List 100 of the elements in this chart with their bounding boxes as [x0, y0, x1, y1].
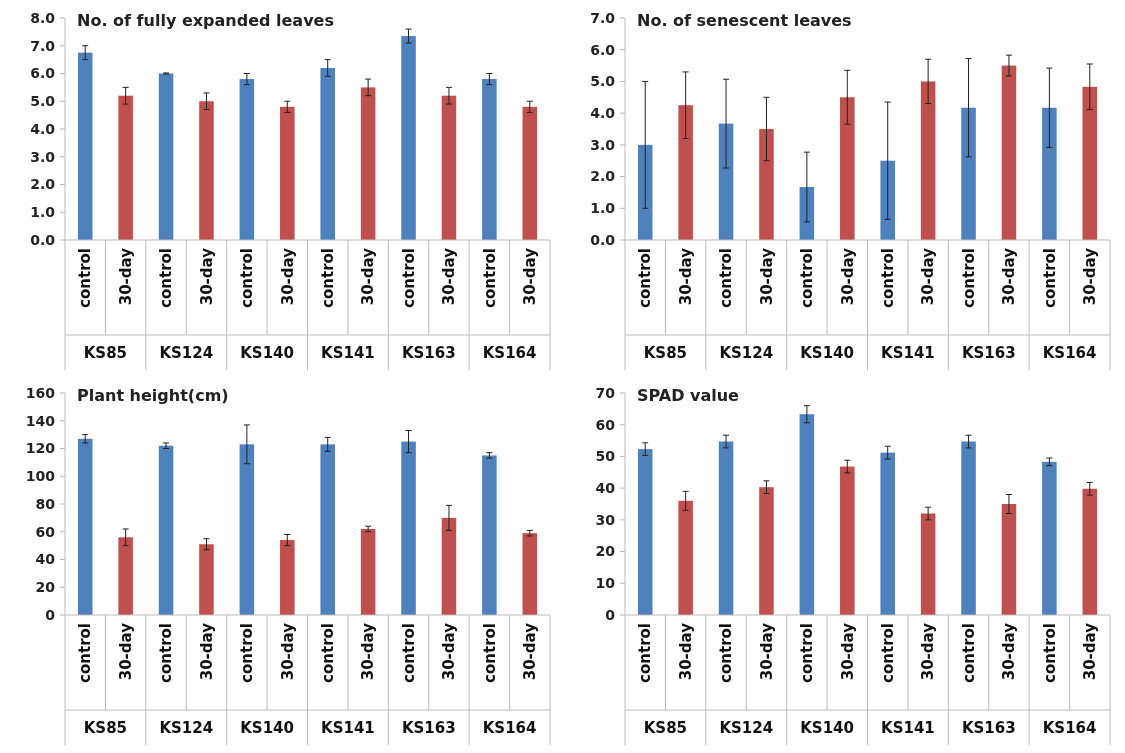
bar [441, 95, 457, 240]
text: KS124 [159, 719, 214, 737]
chart-title: Plant height(cm) [77, 386, 229, 405]
x-tick-label: 30-day [676, 247, 695, 306]
y-tick-label: 2.0 [590, 168, 616, 185]
bar [678, 500, 693, 615]
x-tick-label: 30-day [440, 622, 459, 681]
text: KS85 [643, 344, 688, 362]
text: KS141 [321, 344, 375, 362]
text: KS124 [159, 344, 214, 362]
y-tick-label: 1.0 [590, 200, 616, 217]
bar [360, 528, 376, 615]
y-tick-label: 80 [35, 495, 56, 512]
x-tick-label: control [399, 623, 418, 683]
bar [77, 52, 93, 240]
bar [799, 414, 815, 615]
y-tick-label: 4.0 [590, 105, 616, 122]
x-tick-label: control [878, 248, 897, 308]
bar [522, 106, 538, 240]
y-tick-label: 30 [595, 511, 616, 528]
text: KS163 [961, 719, 1016, 737]
text: KS164 [1042, 344, 1097, 362]
x-tick-label: control [76, 623, 95, 683]
x-tick-label: control [959, 623, 978, 683]
text: KS140 [800, 344, 854, 362]
x-tick-label: 30-day [278, 622, 297, 681]
bar [840, 97, 855, 240]
y-tick-label: 5.0 [590, 73, 616, 90]
chart-title: No. of fully expanded leaves [77, 11, 334, 30]
bar [199, 544, 214, 615]
x-tick-label: control [318, 248, 337, 308]
text: KS141 [881, 719, 935, 737]
text: KS124 [719, 344, 774, 362]
text: KS141 [881, 344, 935, 362]
bar [239, 79, 255, 240]
bar [1042, 107, 1057, 240]
y-tick-label: 1.0 [30, 204, 56, 221]
text: KS140 [240, 719, 294, 737]
bar [840, 466, 855, 615]
x-tick-label: 30-day [757, 622, 776, 681]
bar [678, 105, 693, 240]
bar [158, 73, 174, 240]
y-tick-label: 3.0 [30, 148, 56, 165]
bar [880, 160, 895, 240]
y-tick-label: 160 [25, 384, 56, 401]
x-tick-label: control [480, 623, 499, 683]
x-tick-label: control [238, 623, 257, 683]
bar [637, 144, 653, 240]
bar [118, 95, 133, 240]
bar [920, 513, 936, 615]
chart-title: No. of senescent leaves [637, 11, 852, 30]
y-tick-label: 6.0 [30, 65, 56, 82]
bar [280, 106, 295, 240]
bar [522, 533, 538, 615]
text: KS163 [401, 719, 456, 737]
y-tick-label: 0.0 [30, 231, 56, 248]
y-tick-label: 60 [595, 416, 616, 433]
y-tick-label: 120 [25, 440, 56, 457]
x-tick-label: 30-day [757, 247, 776, 306]
x-tick-label: control [878, 623, 897, 683]
y-tick-label: 70 [595, 384, 616, 401]
chart-title: SPAD value [637, 386, 740, 405]
text: KS141 [321, 719, 375, 737]
bar [1001, 504, 1017, 615]
x-tick-label: 30-day [676, 622, 695, 681]
x-tick-label: 30-day [838, 622, 857, 681]
x-tick-label: 30-day [116, 247, 135, 306]
bar [920, 81, 936, 240]
x-tick-label: 30-day [838, 247, 857, 306]
text: KS164 [482, 344, 537, 362]
x-tick-label: 30-day [1081, 622, 1100, 681]
x-tick-label: control [1040, 248, 1059, 308]
x-tick-label: control [636, 248, 655, 308]
bar [401, 441, 416, 615]
x-tick-label: 30-day [440, 247, 459, 306]
y-tick-label: 20 [595, 543, 616, 560]
y-tick-label: 7.0 [30, 37, 56, 54]
x-tick-label: control [959, 248, 978, 308]
bar [759, 487, 774, 615]
x-tick-label: control [1040, 623, 1059, 683]
x-tick-label: control [399, 248, 418, 308]
x-tick-label: control [798, 623, 817, 683]
text: KS85 [83, 719, 128, 737]
text: KS85 [643, 719, 688, 737]
bar [961, 441, 976, 615]
bar [320, 67, 335, 240]
y-tick-label: 50 [595, 448, 616, 465]
x-tick-label: 30-day [1000, 622, 1019, 681]
y-tick-label: 3.0 [590, 136, 616, 153]
x-tick-label: 30-day [919, 247, 938, 306]
x-tick-label: control [318, 623, 337, 683]
text: KS124 [719, 719, 774, 737]
y-tick-label: 40 [35, 551, 56, 568]
x-tick-label: 30-day [197, 622, 216, 681]
y-tick-label: 100 [25, 468, 56, 485]
bar [482, 455, 497, 615]
bar [239, 444, 255, 615]
y-tick-label: 4.0 [30, 120, 56, 137]
y-tick-label: 0.0 [590, 231, 616, 248]
x-tick-label: control [157, 248, 176, 308]
